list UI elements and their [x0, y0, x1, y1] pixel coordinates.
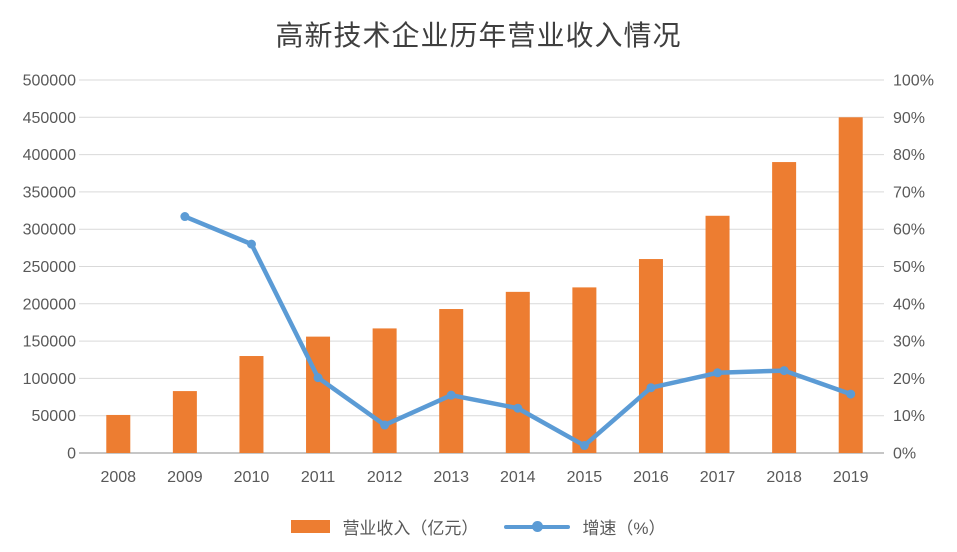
right-axis-tick-label: 80%	[893, 147, 925, 164]
line-marker-2009	[180, 212, 190, 222]
left-axis-tick-label: 0	[67, 446, 76, 463]
right-axis-tick-label: 20%	[893, 371, 925, 388]
chart-title: 高新技术企业历年营业收入情况	[275, 19, 682, 52]
line-marker-2012	[380, 420, 390, 430]
bar-2008	[106, 414, 131, 453]
left-axis-tick-label: 100000	[23, 371, 76, 388]
left-axis-tick-label: 400000	[23, 147, 76, 164]
right-axis-tick-label: 10%	[893, 408, 925, 425]
line-marker-2010	[246, 239, 256, 249]
left-axis-tick-label: 350000	[23, 184, 76, 201]
x-axis-label-2016: 2016	[633, 469, 669, 486]
bar-2015	[572, 287, 597, 453]
line-marker-2015	[579, 441, 589, 451]
legend-bar-swatch	[291, 520, 331, 533]
right-axis-tick-label: 60%	[893, 222, 925, 239]
bar-2019	[838, 117, 863, 454]
line-marker-2016	[646, 383, 656, 393]
right-axis-tick-label: 0%	[893, 446, 916, 463]
legend: 营业收入（亿元） 增速（%）	[0, 514, 957, 539]
x-axis-label-2010: 2010	[234, 469, 270, 486]
x-axis-label-2017: 2017	[700, 469, 736, 486]
bar-2013	[439, 309, 464, 453]
bar-2009	[172, 391, 197, 453]
line-marker-2011	[313, 373, 323, 383]
x-axis-label-2013: 2013	[433, 469, 469, 486]
bar-2010	[239, 356, 264, 453]
line-marker-2014	[513, 403, 523, 413]
left-axis-tick-label: 50000	[32, 408, 77, 425]
legend-line-swatch	[504, 520, 571, 533]
right-axis-tick-label: 50%	[893, 259, 925, 276]
left-axis-tick-label: 250000	[23, 259, 76, 276]
left-axis-tick-label: 200000	[23, 296, 76, 313]
right-axis-tick-label: 30%	[893, 334, 925, 351]
left-axis-tick-label: 300000	[23, 222, 76, 239]
x-axis-label-2008: 2008	[100, 469, 136, 486]
legend-growth-label: 增速（%）	[582, 519, 666, 538]
right-axis-tick-label: 100%	[893, 73, 934, 90]
x-axis-label-2015: 2015	[567, 469, 603, 486]
bar-2011	[306, 336, 331, 453]
x-axis-label-2011: 2011	[301, 469, 336, 486]
line-marker-2018	[779, 366, 789, 376]
bar-2016	[638, 259, 663, 453]
line-marker-2017	[713, 368, 723, 378]
bar-2014	[505, 291, 530, 453]
right-axis-tick-label: 40%	[893, 296, 925, 313]
left-axis-tick-label: 450000	[23, 110, 76, 127]
left-axis-tick-label: 150000	[23, 334, 76, 351]
x-axis-label-2014: 2014	[500, 469, 536, 486]
legend-revenue-label: 营业收入（亿元）	[342, 519, 479, 538]
bar-2012	[372, 328, 397, 453]
bar-2017	[705, 215, 730, 453]
left-axis-tick-label: 500000	[23, 73, 76, 90]
right-axis-tick-label: 90%	[893, 110, 925, 127]
x-axis-label-2009: 2009	[167, 469, 203, 486]
plot-area: 0 50000 100000 150000 200000 250000 300000 3500…	[23, 73, 934, 487]
x-axis-label-2019: 2019	[833, 469, 869, 486]
line-marker-2019	[846, 389, 856, 399]
legend-line-marker-icon	[532, 521, 544, 532]
line-marker-2013	[446, 390, 456, 400]
x-axis-label-2012: 2012	[367, 469, 403, 486]
bar-2018	[772, 162, 797, 453]
right-axis-tick-label: 70%	[893, 184, 925, 201]
x-axis-label-2018: 2018	[766, 469, 802, 486]
